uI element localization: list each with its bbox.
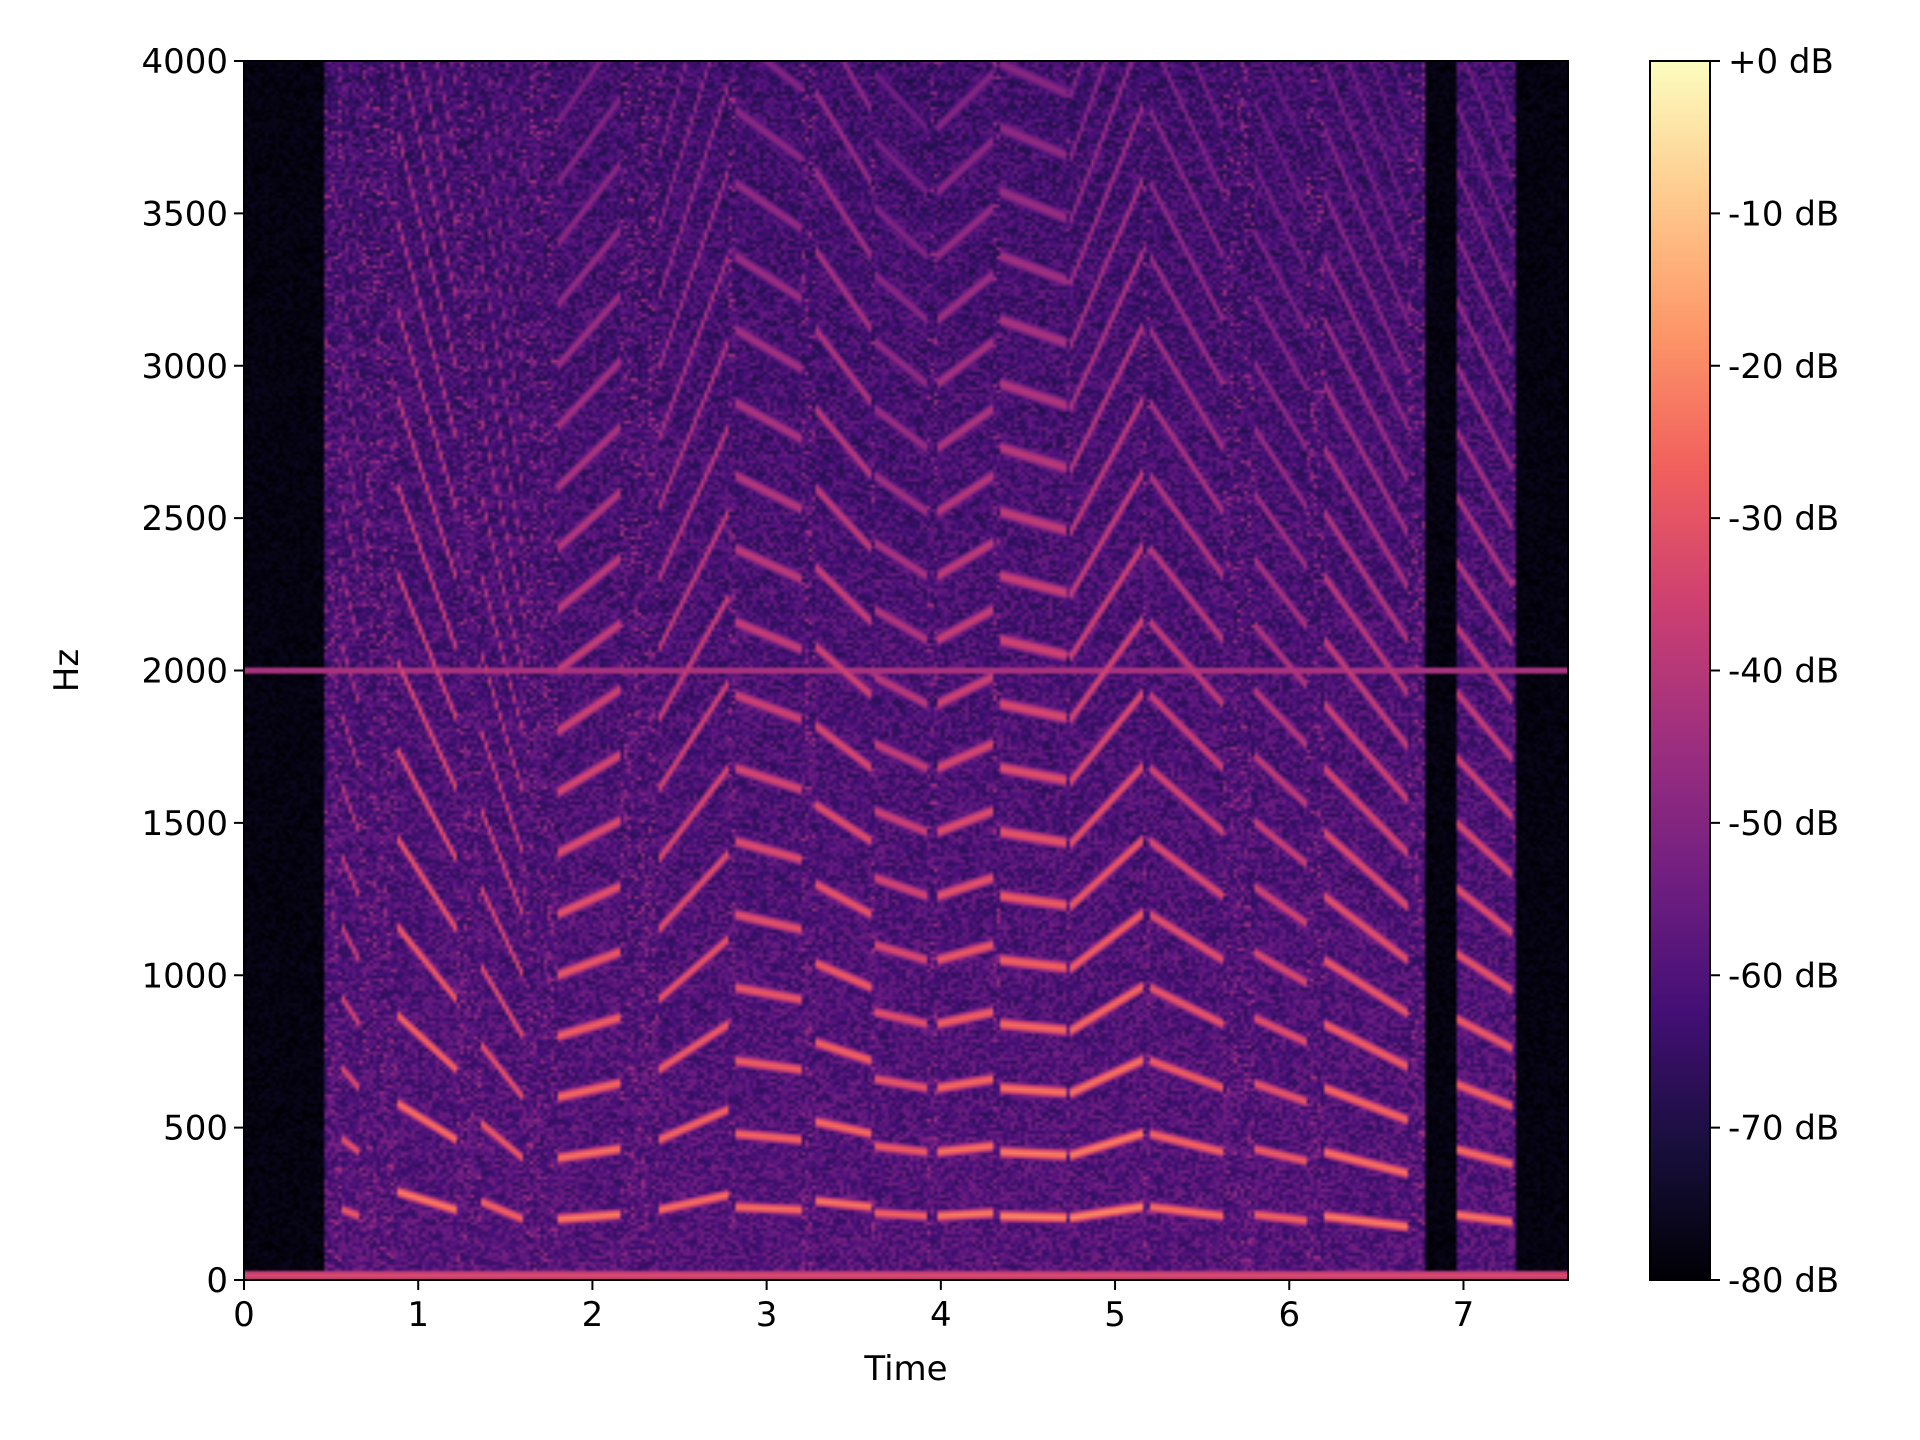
colorbar-tick-label: -20 dB	[1728, 347, 1839, 387]
x-tick-label: 6	[1278, 1295, 1300, 1335]
y-tick-label: 3000	[141, 347, 228, 387]
colorbar-tick-label: -10 dB	[1728, 194, 1839, 234]
spectrogram-heatmap	[244, 61, 1568, 1280]
colorbar-tick-label: -60 dB	[1728, 956, 1839, 996]
x-tick-label: 5	[1104, 1295, 1126, 1335]
colorbar: +0 dB -10 dB -20 dB -30 dB -40 dB -50 dB -60 d…	[1649, 42, 1839, 1301]
x-tick-label: 1	[407, 1295, 429, 1335]
colorbar-tick-label: -40 dB	[1728, 652, 1839, 692]
x-axis: 0 1 2 3 4 5 6 7	[233, 1280, 1474, 1335]
colorbar-tick-label: -70 dB	[1728, 1109, 1839, 1149]
plot-area	[243, 60, 1569, 1281]
y-tick-label: 0	[206, 1261, 228, 1301]
y-tick-label: 3500	[141, 194, 228, 234]
colorbar-tick-label: +0 dB	[1728, 42, 1834, 82]
y-tick-label: 4000	[141, 42, 228, 82]
y-axis: 0 500 1000 1500 2000 2500 3000 3500 4000	[141, 42, 244, 1301]
y-tick-label: 2500	[141, 499, 228, 539]
colorbar-ticks: +0 dB -10 dB -20 dB -30 dB -40 dB -50 dB -60 d…	[1710, 42, 1839, 1301]
y-tick-label: 2000	[141, 652, 228, 692]
x-tick-label: 7	[1453, 1295, 1475, 1335]
x-tick-label: 0	[233, 1295, 255, 1335]
x-tick-label: 4	[930, 1295, 952, 1335]
colorbar-tick-label: -30 dB	[1728, 499, 1839, 539]
colorbar-fill	[1649, 60, 1711, 1281]
y-tick-label: 1500	[141, 804, 228, 844]
y-axis-label: Hz	[47, 649, 87, 692]
y-tick-label: 1000	[141, 956, 228, 996]
colorbar-tick-label: -80 dB	[1728, 1261, 1839, 1301]
x-tick-label: 3	[756, 1295, 778, 1335]
x-tick-label: 2	[582, 1295, 604, 1335]
colorbar-tick-label: -50 dB	[1728, 804, 1839, 844]
x-axis-label: Time	[863, 1349, 947, 1389]
y-tick-label: 500	[163, 1109, 228, 1149]
